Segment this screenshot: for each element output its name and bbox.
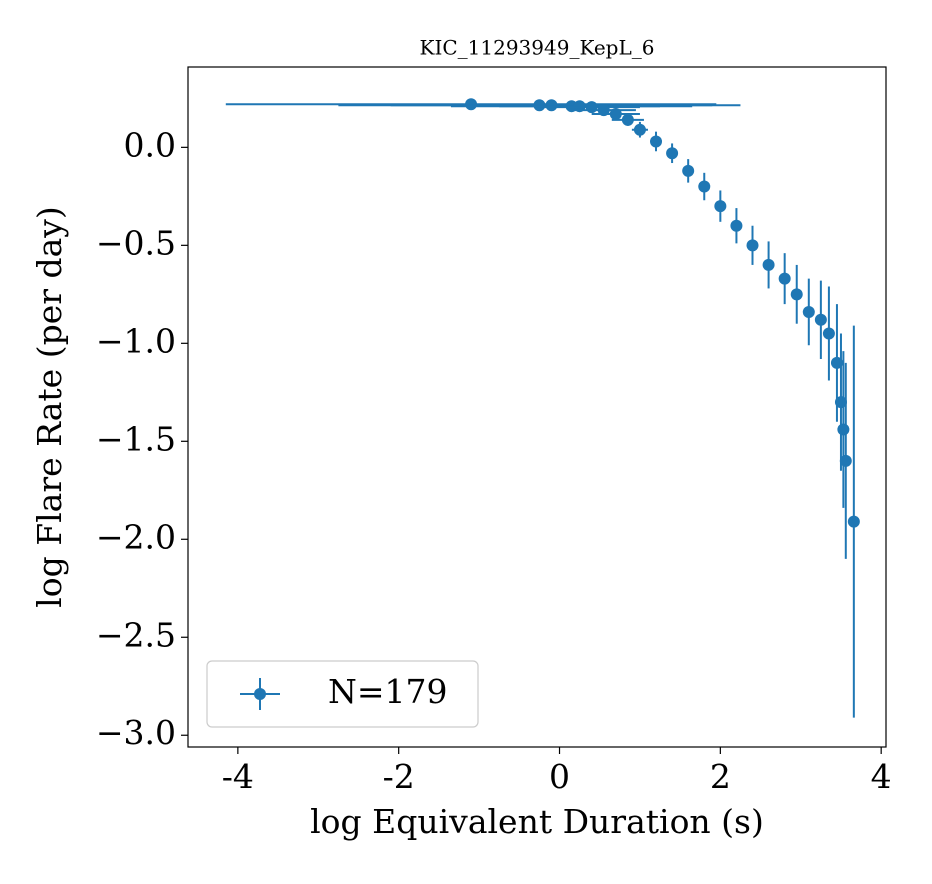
chart-title: KIC_11293949_KepL_6 <box>420 36 655 60</box>
point <box>802 305 815 318</box>
x-axis-label: log Equivalent Duration (s) <box>310 802 764 841</box>
y-tick-label: −2.0 <box>96 517 176 556</box>
point <box>650 135 663 148</box>
y-tick-label: −3.0 <box>96 713 176 752</box>
point <box>621 113 634 126</box>
x-tick-label: 0 <box>549 757 570 796</box>
y-tick-label: −1.0 <box>96 321 176 360</box>
y-axis-label: log Flare Rate (per day) <box>30 206 69 608</box>
point <box>830 356 843 369</box>
point <box>698 180 711 193</box>
point <box>814 313 827 326</box>
point <box>762 258 775 271</box>
point <box>730 219 743 232</box>
y-tick-label: 0.0 <box>124 125 176 164</box>
point <box>839 454 852 467</box>
x-tick-label: -2 <box>383 757 415 796</box>
point <box>778 272 791 285</box>
point <box>822 327 835 340</box>
x-tick-label: 4 <box>871 757 892 796</box>
legend-box <box>206 660 479 728</box>
legend-marker <box>254 688 266 700</box>
point <box>585 101 598 114</box>
x-tick-label: -4 <box>222 757 254 796</box>
point <box>837 423 850 436</box>
point <box>714 200 727 213</box>
x-tick-label: 2 <box>710 757 731 796</box>
point <box>633 123 646 136</box>
point <box>666 147 679 160</box>
point <box>609 108 622 121</box>
y-tick-label: −1.5 <box>96 419 176 458</box>
y-tick-label: −2.5 <box>96 615 176 654</box>
axes-frame <box>187 66 887 748</box>
point <box>847 515 860 528</box>
point <box>682 164 695 177</box>
point <box>790 288 803 301</box>
point <box>746 239 759 252</box>
legend-label: N=179 <box>328 672 448 711</box>
y-tick-label: −0.5 <box>96 223 176 262</box>
